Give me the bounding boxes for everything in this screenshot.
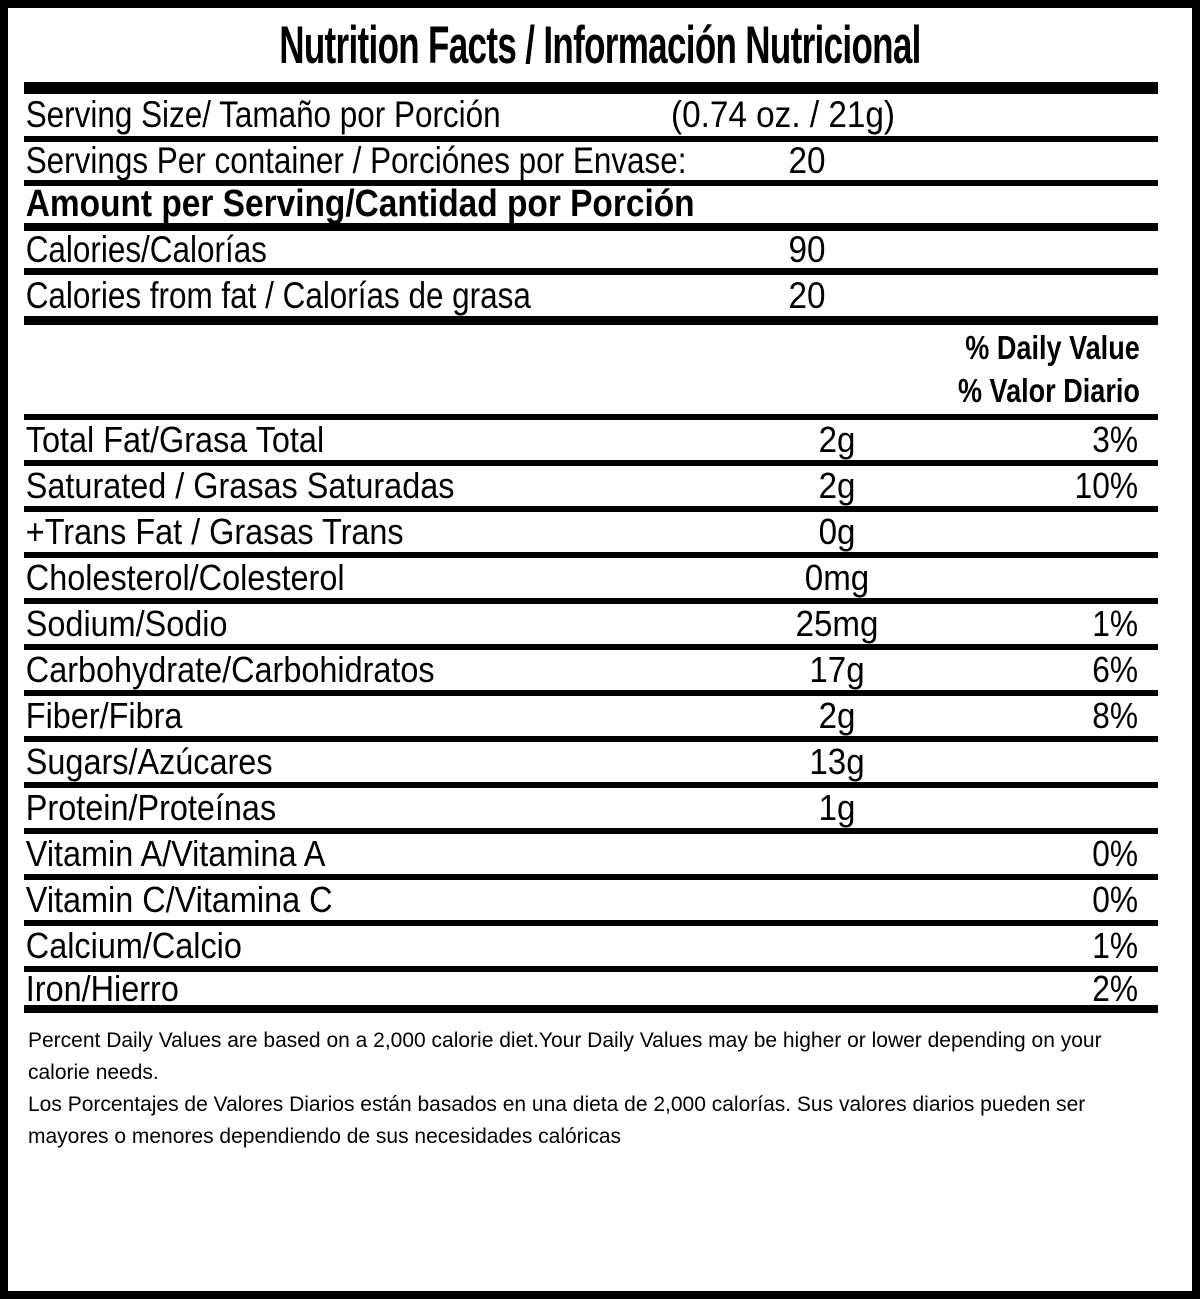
nutrient-row: +Trans Fat / Grasas Trans 0g	[24, 511, 1158, 558]
nutrient-daily-value: 0%	[1092, 833, 1138, 874]
nutrient-daily-value: 8%	[1092, 695, 1138, 736]
nutrient-row: Total Fat/Grasa Total 2g 3%	[24, 419, 1158, 466]
nutrient-label: Vitamin A/Vitamina A	[25, 833, 326, 874]
header-separator-bar	[24, 82, 1158, 94]
nutrient-row: Vitamin A/Vitamina A 0%	[24, 833, 1158, 880]
calories-from-fat-value: 20	[788, 274, 826, 316]
nutrient-row: Protein/Proteínas 1g	[24, 787, 1158, 834]
footnote-spanish: Los Porcentajes de Valores Diarios están…	[28, 1093, 1086, 1148]
nutrient-daily-value: 6%	[1092, 649, 1138, 690]
footnote-english: Percent Daily Values are based on a 2,00…	[28, 1029, 1102, 1084]
nutrient-label: Iron/Hierro	[25, 967, 179, 1009]
calories-from-fat-row: Calories from fat / Calorías de grasa 20	[24, 275, 1158, 325]
servings-per-container-row: Servings Per container / Porciónes por E…	[24, 140, 1158, 186]
nutrient-label: +Trans Fat / Grasas Trans	[25, 511, 404, 552]
nutrient-label: Fiber/Fibra	[25, 695, 183, 736]
nutrient-label: Sugars/Azúcares	[25, 741, 273, 782]
nutrient-row: Vitamin C/Vitamina C 0%	[24, 879, 1158, 926]
amount-per-serving-heading-row: Amount per Serving/Cantidad por Porción	[24, 183, 1158, 231]
servings-per-container-value: 20	[788, 140, 826, 181]
nutrient-daily-value: 0%	[1092, 879, 1138, 920]
daily-value-header: % Daily Value % Valor Diario	[24, 325, 1158, 420]
nutrient-label: Carbohydrate/Carbohidratos	[25, 649, 435, 690]
nutrient-daily-value: 3%	[1092, 419, 1138, 460]
nutrient-amount: 25mg	[795, 603, 879, 644]
nutrient-amount: 2g	[818, 419, 856, 460]
footnote: Percent Daily Values are based on a 2,00…	[8, 1013, 1192, 1153]
calories-value: 90	[788, 228, 826, 270]
nutrient-rows: Total Fat/Grasa Total 2g 3% Saturated / …	[8, 419, 1192, 1013]
label-title: Nutrition Facts / Información Nutriciona…	[279, 15, 921, 75]
nutrient-amount: 1g	[818, 787, 856, 828]
nutrient-row: Cholesterol/Colesterol 0mg	[24, 557, 1158, 604]
nutrient-label: Saturated / Grasas Saturadas	[25, 465, 455, 506]
calories-row: Calories/Calorías 90	[24, 228, 1158, 275]
nutrient-row: Fiber/Fibra 2g 8%	[24, 695, 1158, 742]
calories-label: Calories/Calorías	[25, 228, 267, 270]
nutrient-label: Cholesterol/Colesterol	[25, 557, 345, 598]
nutrient-daily-value: 1%	[1092, 603, 1138, 644]
serving-size-row: Serving Size/ Tamaño por Porción (0.74 o…	[24, 94, 1158, 142]
nutrient-row: Carbohydrate/Carbohidratos 17g 6%	[24, 649, 1158, 696]
servings-per-container-label: Servings Per container / Porciónes por E…	[25, 140, 687, 181]
nutrient-label: Sodium/Sodio	[25, 603, 228, 644]
nutrient-label: Vitamin C/Vitamina C	[25, 879, 333, 920]
nutrient-daily-value: 2%	[1092, 967, 1138, 1009]
nutrient-amount: 0mg	[804, 557, 870, 598]
nutrient-amount: 17g	[809, 649, 865, 690]
nutrient-amount: 0g	[818, 511, 856, 552]
daily-value-heading-es: % Valor Diario	[958, 371, 1140, 409]
nutrient-daily-value: 1%	[1092, 925, 1138, 966]
amount-per-serving-heading: Amount per Serving/Cantidad por Porción	[25, 183, 695, 225]
nutrient-label: Total Fat/Grasa Total	[25, 419, 325, 460]
nutrient-row: Sodium/Sodio 25mg 1%	[24, 603, 1158, 650]
nutrient-label: Calcium/Calcio	[25, 925, 242, 966]
nutrient-amount: 2g	[818, 695, 856, 736]
nutrient-amount: 13g	[809, 741, 865, 782]
serving-size-label: Serving Size/ Tamaño por Porción	[25, 94, 501, 135]
nutrient-row: Saturated / Grasas Saturadas 2g 10%	[24, 465, 1158, 512]
daily-value-heading-en: % Daily Value	[965, 329, 1140, 367]
nutrient-daily-value: 10%	[1074, 465, 1138, 506]
label-header: Nutrition Facts / Información Nutriciona…	[8, 8, 1192, 82]
nutrient-row: Sugars/Azúcares 13g	[24, 741, 1158, 788]
calories-from-fat-label: Calories from fat / Calorías de grasa	[25, 274, 531, 316]
nutrient-row: Calcium/Calcio 1%	[24, 925, 1158, 972]
nutrient-amount: 2g	[818, 465, 856, 506]
serving-size-value: (0.74 oz. / 21g)	[671, 94, 895, 135]
nutrient-label: Protein/Proteínas	[25, 787, 277, 828]
nutrient-row: Iron/Hierro 2%	[24, 968, 1158, 1013]
